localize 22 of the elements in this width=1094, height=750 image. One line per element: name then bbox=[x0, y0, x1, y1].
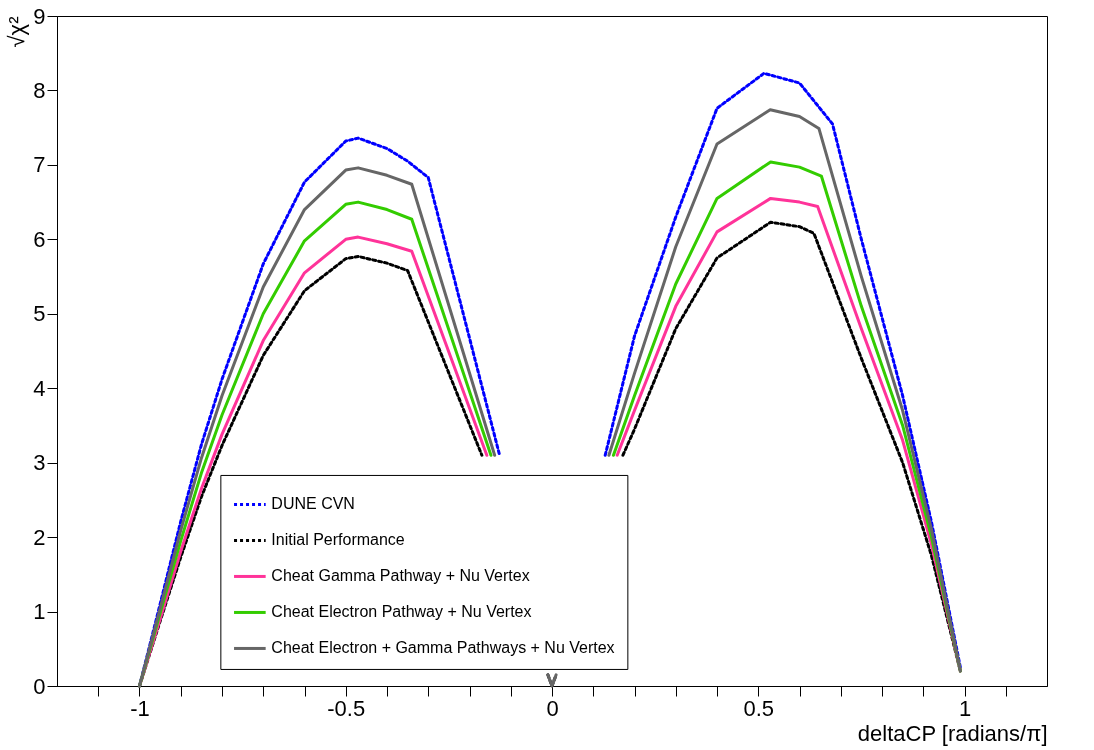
y-tick-label: 4 bbox=[33, 375, 46, 401]
x-axis-title: deltaCP [radians/π] bbox=[857, 720, 1048, 746]
y-tick-label: 2 bbox=[33, 524, 46, 550]
y-tick-label: 0 bbox=[33, 673, 46, 699]
x-tick-label: 0 bbox=[546, 695, 559, 721]
legend-label: DUNE CVN bbox=[271, 495, 355, 513]
y-tick-label: 8 bbox=[33, 77, 46, 103]
x-tick-label: -1 bbox=[130, 695, 150, 721]
legend-label: Cheat Gamma Pathway + Nu Vertex bbox=[271, 567, 530, 585]
legend-label: Cheat Electron + Gamma Pathways + Nu Vertex bbox=[271, 639, 615, 657]
y-tick-label: 5 bbox=[33, 301, 46, 327]
y-tick-label: 3 bbox=[33, 450, 46, 476]
legend-label: Initial Performance bbox=[271, 531, 405, 549]
x-tick-label: 1 bbox=[958, 695, 972, 721]
x-tick-label: 0.5 bbox=[743, 695, 775, 721]
y-tick-label: 9 bbox=[33, 3, 46, 29]
y-tick-label: 1 bbox=[33, 599, 46, 625]
y-tick-label: 7 bbox=[33, 152, 46, 178]
y-tick-label: 6 bbox=[33, 226, 46, 252]
y-axis-title: √χ² bbox=[4, 16, 30, 48]
legend-label: Cheat Electron Pathway + Nu Vertex bbox=[271, 603, 532, 621]
x-tick-label: -0.5 bbox=[327, 695, 366, 721]
